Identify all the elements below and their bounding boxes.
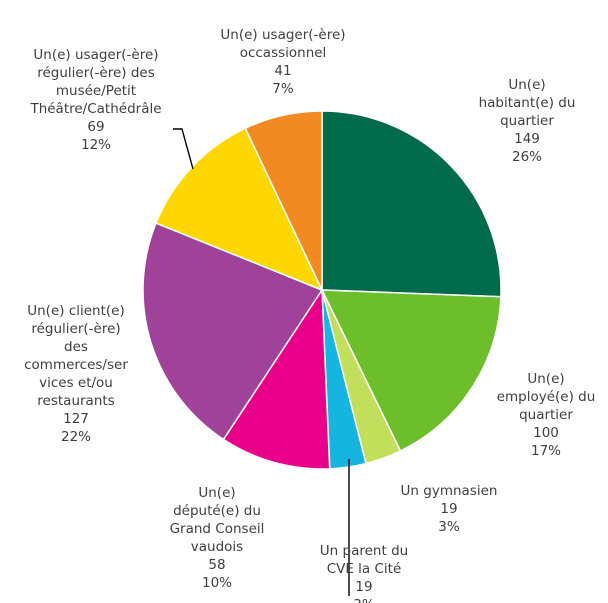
- slice-label-text: vaudois: [191, 539, 243, 555]
- slice-percent: 7%: [272, 81, 294, 97]
- slice-percent: 22%: [61, 429, 91, 445]
- pie-slice-4: [222, 287, 331, 470]
- slice-percent: 3%: [353, 597, 375, 603]
- slice-label-text: Un(e): [527, 371, 564, 387]
- slice-value: 19: [355, 579, 372, 595]
- slice-percent: 12%: [81, 137, 111, 153]
- slice-label-2: Un gymnasien 19 3%: [401, 483, 498, 535]
- slice-label-text: quartier: [500, 113, 554, 129]
- slice-label-text: Grand Conseil: [170, 521, 265, 537]
- slice-label-text: Un(e) usager(-ère): [220, 27, 345, 43]
- slice-value: 100: [533, 425, 559, 441]
- slice-label-4: Un(e) député(e) du Grand Conseil vaudois 58 1…: [170, 485, 265, 591]
- pie-slice-1: [320, 289, 502, 452]
- slice-value: 127: [63, 411, 89, 427]
- slice-label-text: des: [64, 339, 88, 355]
- slice-label-6: Un(e) usager(-ère) régulier(-ère) des musé…: [29, 47, 161, 153]
- pie-slice-5: [142, 222, 324, 441]
- slice-value: 69: [87, 119, 104, 135]
- slice-label-text: CVE la Cité: [327, 561, 402, 577]
- slice-label-text: régulier(-ère): [31, 321, 120, 337]
- slice-label-text: habitant(e) du: [479, 95, 576, 111]
- slice-label-text: Un gymnasien: [401, 483, 498, 499]
- slice-label-text: commerces/ser: [24, 357, 128, 373]
- slice-value: 41: [274, 63, 291, 79]
- slice-label-text: Un(e) client(e): [27, 303, 125, 319]
- slice-label-text: quartier: [519, 407, 573, 423]
- slice-label-text: musée/Petit: [56, 83, 136, 99]
- slice-labels: Un(e) habitant(e) du quartier 149 26% Un(e) em…: [24, 27, 595, 603]
- slice-label-3: Un parent du CVE la Cité 19 3%: [320, 543, 408, 603]
- slice-percent: 26%: [512, 149, 542, 165]
- slice-label-text: Théâtre/Cathédrâle: [29, 101, 161, 117]
- slice-label-1: Un(e) employé(e) du quartier 100 17%: [497, 371, 596, 459]
- slice-value: 58: [208, 557, 225, 573]
- leader-lines: [173, 128, 350, 596]
- slice-value: 149: [514, 131, 540, 147]
- slice-percent: 3%: [438, 519, 460, 535]
- slice-percent: 10%: [202, 575, 232, 591]
- slice-label-text: Un(e): [508, 77, 545, 93]
- slice-label-5: Un(e) client(e) régulier(-ère) des commerce…: [24, 303, 128, 445]
- slice-label-7: Un(e) usager(-ère) occassionnel 41 7%: [220, 27, 345, 97]
- pie-slices: [142, 110, 502, 470]
- slice-label-text: vices et/ou: [39, 375, 113, 391]
- slice-value: 19: [440, 501, 457, 517]
- slice-label-text: employé(e) du: [497, 389, 596, 405]
- slice-label-text: Un parent du: [320, 543, 408, 559]
- pie-slice-0: [321, 110, 502, 298]
- slice-label-text: restaurants: [37, 393, 114, 409]
- slice-label-text: député(e) du: [173, 503, 261, 519]
- slice-label-text: Un(e) usager(-ère): [33, 47, 158, 63]
- leader-line-6: [173, 128, 194, 170]
- pie-slice-7: [244, 110, 323, 291]
- slice-percent: 17%: [531, 443, 561, 459]
- slice-label-text: occassionnel: [240, 45, 327, 61]
- slice-label-text: régulier(-ère) des: [37, 65, 155, 81]
- pie-slice-6: [155, 127, 324, 292]
- slice-label-0: Un(e) habitant(e) du quartier 149 26%: [479, 77, 576, 165]
- slice-label-text: Un(e): [198, 485, 235, 501]
